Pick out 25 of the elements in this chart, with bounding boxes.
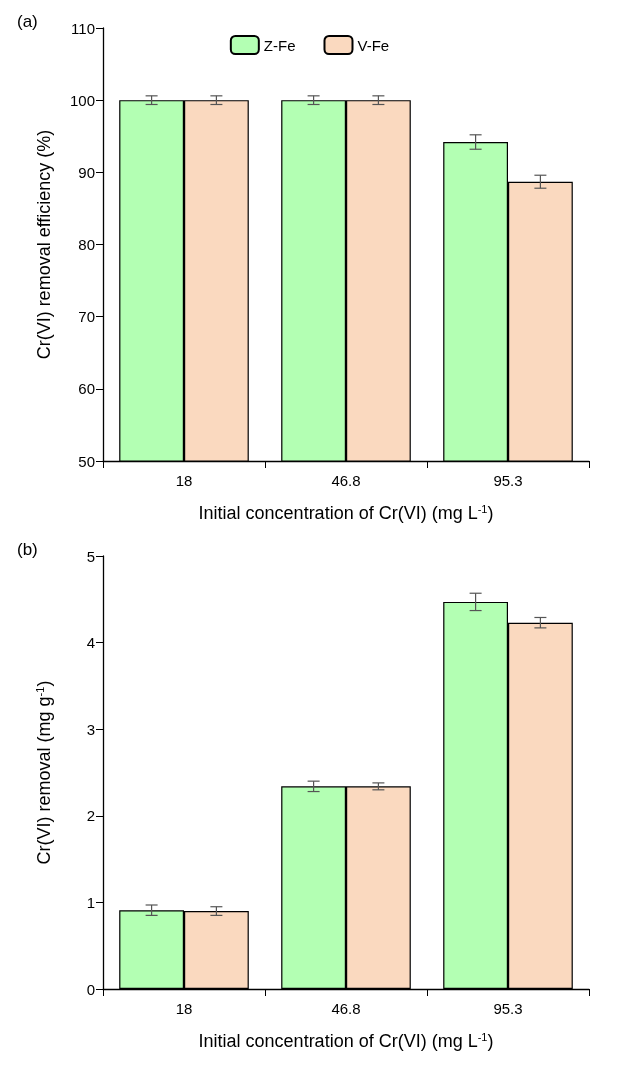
chart-title: (a) [17,12,38,31]
y-tick-label: 0 [86,980,95,998]
y-tick-label: 1 [86,893,95,911]
y-axis-title: Cr(VI) removal efficiency (%) [34,129,54,360]
y-tick-label: 3 [86,720,95,738]
y-tick-label: 90 [78,163,95,181]
y-tick-label: 2 [86,807,95,825]
y-tick-label: 50 [78,452,95,470]
y-tick-label: 4 [86,634,95,652]
y-tick-label: 80 [78,236,95,253]
y-tick-label: 100 [69,91,95,109]
x-tick-label: 46.8 [331,472,361,489]
x-tick-label: 18 [175,472,193,489]
chart-title: (b) [17,540,38,559]
y-tick-label: 60 [78,380,95,398]
x-tick-label: 18 [175,1000,193,1017]
legend-label: Z-Fe [263,36,296,54]
x-tick-label: 95.3 [493,1000,523,1017]
y-axis-title: Cr(VI) removal (mg g-1) [33,680,54,865]
x-tick-label: 95.3 [493,472,523,489]
y-tick-label: 110 [71,19,95,37]
y-tick-label: 70 [78,308,95,326]
x-tick-label: 46.8 [331,1000,361,1017]
y-tick-label: 5 [86,547,95,565]
legend-label: V-Fe [357,36,390,54]
